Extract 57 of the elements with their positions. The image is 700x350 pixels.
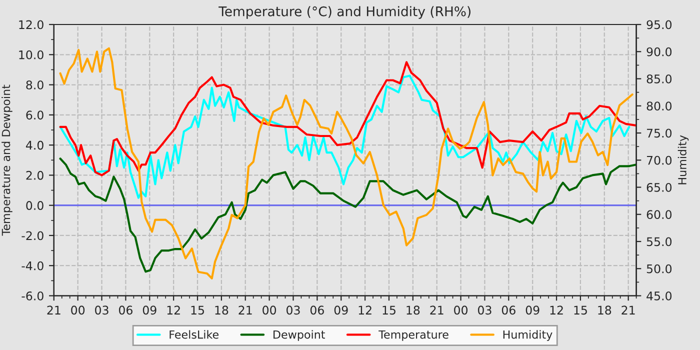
legend-label: Temperature [378,330,448,341]
x-tick-label: 00 [71,306,85,315]
y-tick-label: 10.0 [19,50,44,60]
x-tick-label: 00 [454,306,468,315]
x-tick-label: 03 [286,306,300,315]
y-tick-label: -6.0 [22,291,44,300]
x-tick-label: 09 [334,306,348,315]
line-series [59,158,636,273]
line-series [59,74,630,199]
y2-tick-label: 45.0 [646,291,672,300]
y2-tick-label: 70.0 [646,156,672,165]
y-tick-label: 12.0 [19,20,44,30]
x-tick-label: 18 [215,306,228,315]
x-tick-label: 15 [191,306,204,315]
y2-tick-label: 55.0 [646,237,672,246]
y-tick-label: 4.0 [26,140,44,150]
y2-tick-label: 90.0 [646,47,672,56]
y2-tick-label: 80.0 [646,102,672,111]
y2-tick-label: 75.0 [646,128,672,138]
y-tick-label: 0.0 [26,201,44,210]
y-tick-label: 6.0 [26,110,44,120]
x-tick-label: 12 [550,306,563,314]
x-tick-label: 12 [358,306,372,314]
x-tick-label: 21 [47,306,60,314]
x-tick-label: 21 [430,306,444,314]
x-tick-label: 00 [262,306,276,315]
y-tick-label: 2.0 [26,170,44,180]
line-series [59,61,636,176]
legend-label: FeelsLike [170,330,219,339]
x-tick-label: 06 [502,306,516,315]
x-tick-label: 21 [622,306,635,314]
x-tick-label: 21 [238,306,252,314]
x-tick-label: 06 [118,306,132,315]
x-tick-label: 18 [598,306,612,315]
y2-tick-label: 85.0 [646,74,672,84]
line-series [59,47,634,280]
y2-tick-label: 60.0 [646,210,672,220]
y-tick-label: -2.0 [22,231,44,240]
x-tick-label: 15 [574,306,587,315]
y-axis-title: Temperature and Dewpoint [2,84,12,236]
y2-tick-label: 95.0 [646,20,672,30]
x-tick-label: 18 [406,306,420,315]
y-tick-label: -4.0 [22,261,44,270]
x-tick-label: 03 [95,306,108,315]
chart-title: Temperature (°C) and Humidity (RH%) [218,6,470,19]
y-tick-label: 8.0 [26,80,44,90]
x-tick-label: 15 [382,306,396,315]
legend-label: Humidity [503,330,552,341]
y2-axis-title: Humidity [678,135,689,184]
x-tick-label: 09 [142,306,156,315]
y2-tick-label: 50.0 [646,264,672,274]
x-tick-label: 09 [526,306,540,315]
legend-label: Dewpoint [274,330,325,341]
y2-tick-label: 65.0 [646,182,672,192]
x-tick-label: 06 [310,306,324,315]
x-tick-label: 12 [167,306,180,314]
x-tick-label: 03 [478,306,492,315]
